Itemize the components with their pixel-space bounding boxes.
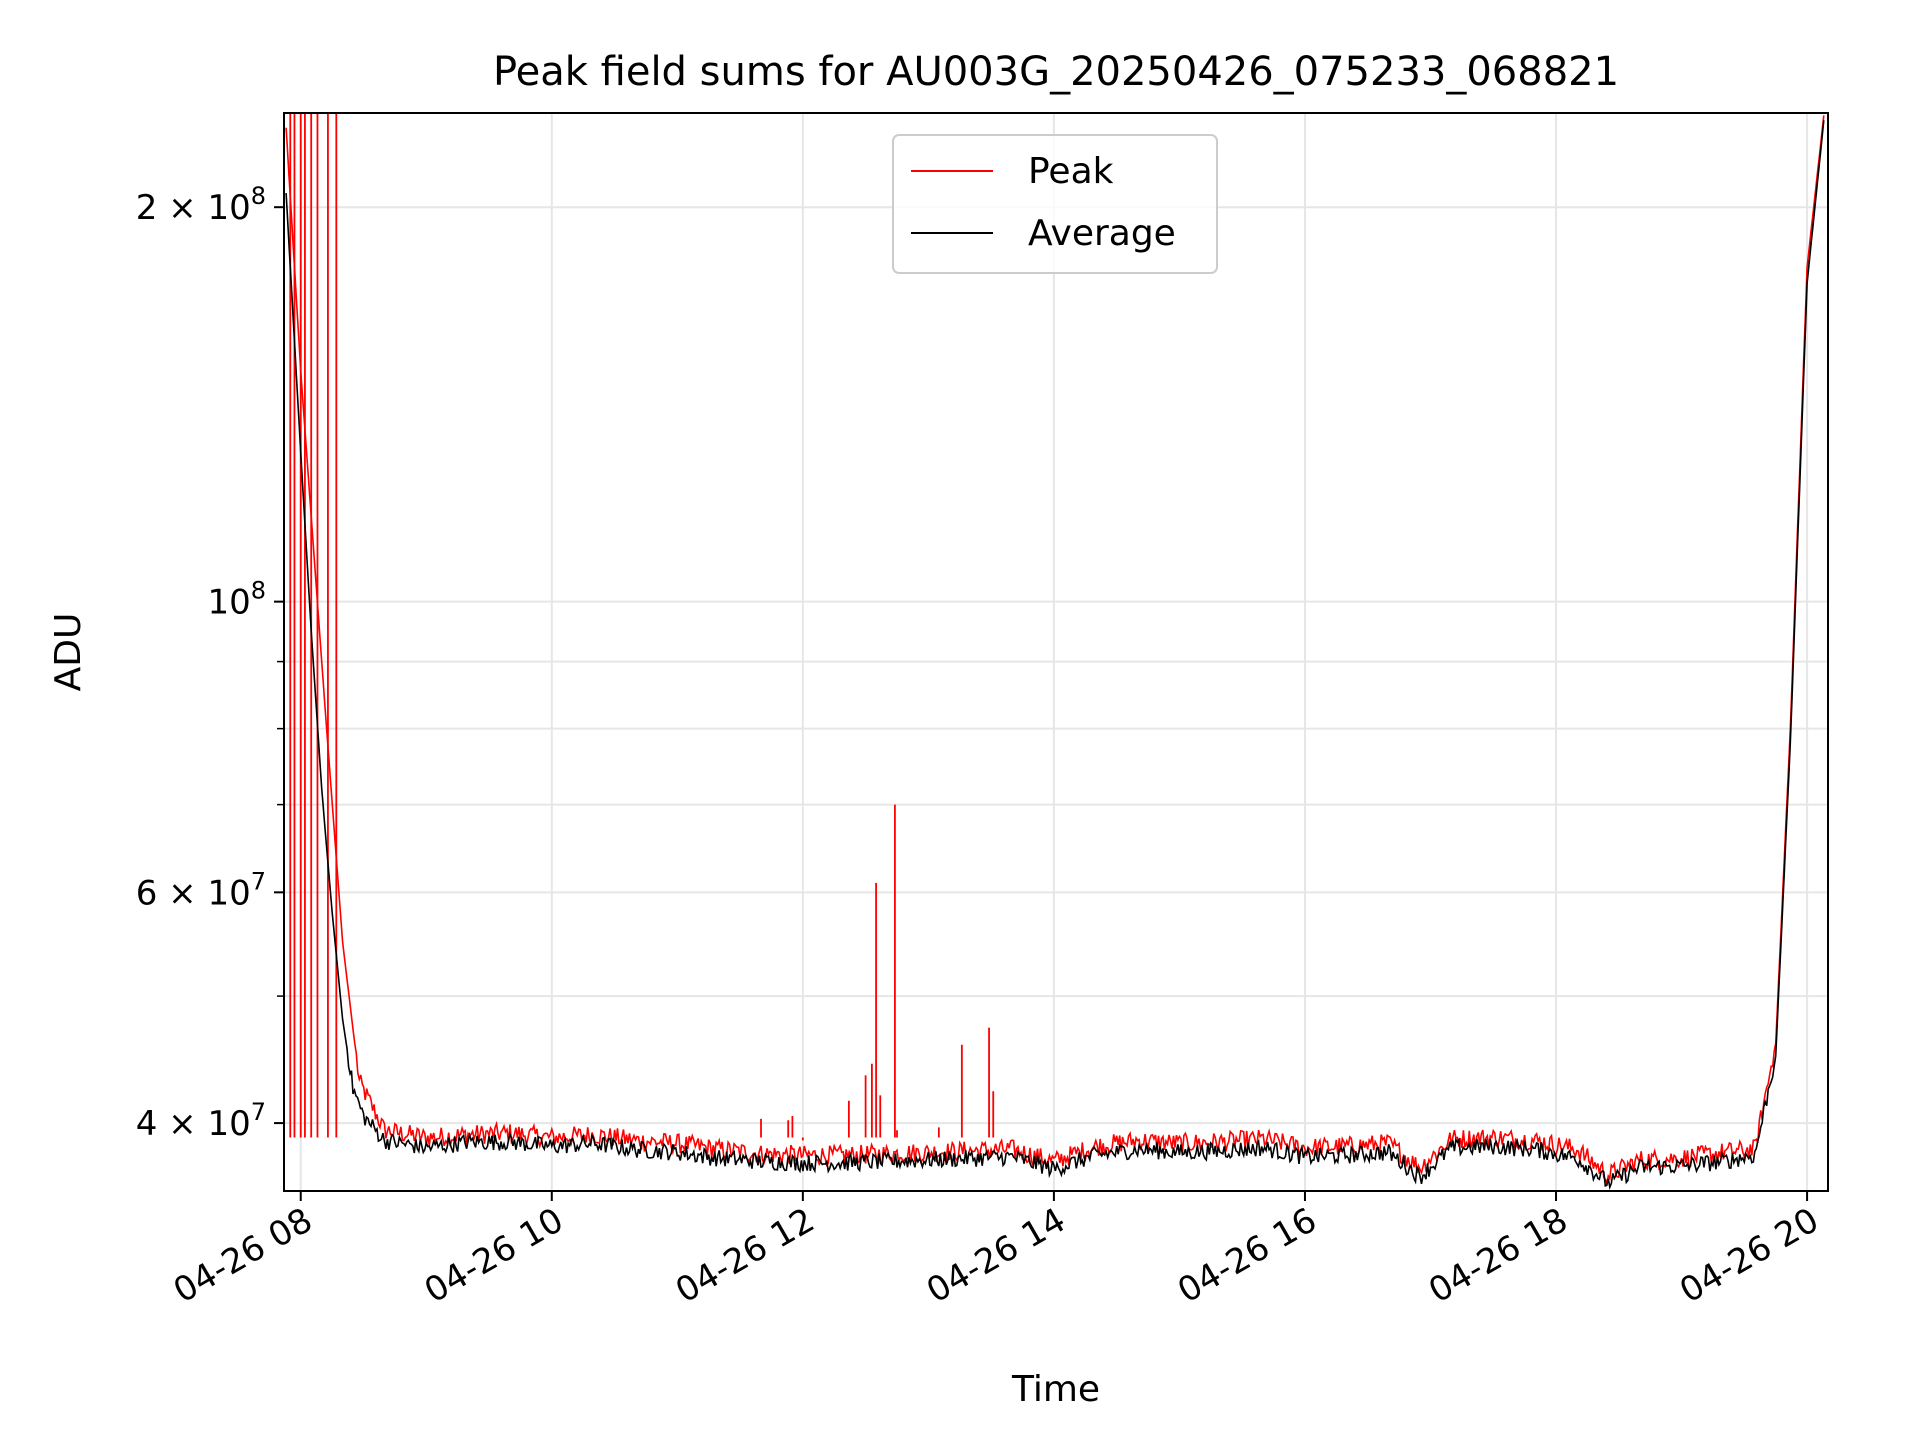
series-group — [285, 113, 1825, 1191]
y-axis: 4 × 107 6 × 107 108 2 × 108 — [136, 182, 284, 1144]
chart-title: Peak field sums for AU003G_20250426_0752… — [493, 49, 1619, 95]
legend-label-peak: Peak — [1028, 151, 1114, 192]
legend-label-average: Average — [1028, 213, 1176, 254]
legend-box — [892, 134, 1218, 274]
x-axis-label: Time — [1011, 1369, 1100, 1410]
y-tick-label: 108 — [207, 577, 266, 623]
legend: Peak Average — [892, 134, 1218, 274]
y-tick-label: 6 × 107 — [136, 867, 266, 913]
y-tick-label: 4 × 107 — [136, 1098, 266, 1144]
y-axis-label: ADU — [48, 613, 89, 692]
plot-area — [285, 113, 1825, 1191]
y-tick-label: 2 × 108 — [136, 182, 266, 228]
axes-frame — [283, 112, 1829, 1192]
series-line-average — [285, 120, 1825, 1191]
